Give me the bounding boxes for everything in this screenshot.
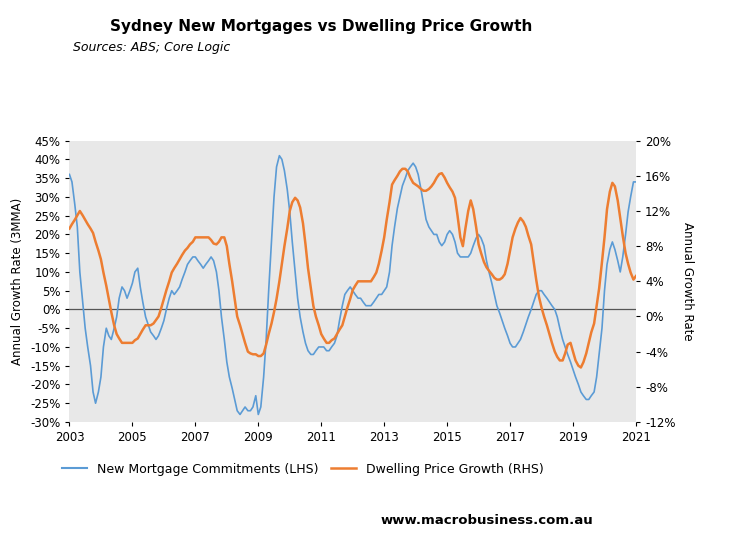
Text: BUSINESS: BUSINESS [608,56,663,66]
Text: MACRO: MACRO [610,31,662,44]
Text: Sources: ABS; Core Logic: Sources: ABS; Core Logic [73,41,230,54]
Legend: New Mortgage Commitments (LHS), Dwelling Price Growth (RHS): New Mortgage Commitments (LHS), Dwelling… [58,458,549,480]
Text: Sydney New Mortgages vs Dwelling Price Growth: Sydney New Mortgages vs Dwelling Price G… [110,19,533,34]
Y-axis label: Annual Growth Rate (3MMA): Annual Growth Rate (3MMA) [12,197,24,365]
Y-axis label: Annual Growth Rate: Annual Growth Rate [681,222,694,341]
Text: www.macrobusiness.com.au: www.macrobusiness.com.au [380,514,593,527]
